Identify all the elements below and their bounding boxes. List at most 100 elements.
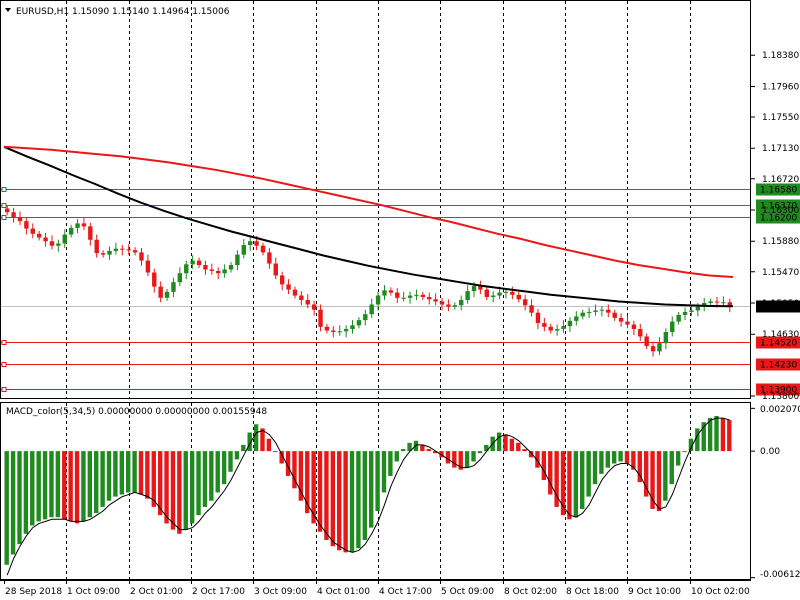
candle-body	[318, 309, 323, 327]
candle-body	[94, 239, 99, 254]
candle-body	[75, 223, 80, 228]
level-price-tag	[756, 336, 800, 349]
macd-bar	[688, 438, 694, 452]
macd-bar	[273, 451, 278, 453]
price-tick-label: 1.15470	[762, 268, 799, 278]
macd-bar	[311, 451, 316, 524]
macd-bar	[55, 451, 61, 518]
macd-bar	[477, 451, 483, 454]
symbol-header[interactable]: EURUSD,H1 1.15090 1.15140 1.14964 1.1500…	[5, 7, 230, 17]
macd-bar	[707, 418, 713, 452]
level-price-label: 1.14520	[760, 339, 797, 349]
level-price-tag	[756, 383, 800, 396]
macd-bar	[509, 438, 515, 452]
level-anchor	[1, 215, 7, 220]
macd-bar	[663, 451, 668, 501]
macd-bar	[292, 451, 297, 489]
candle-body	[203, 265, 208, 270]
candle-body	[56, 243, 61, 246]
candle-body	[30, 228, 35, 234]
macd-bar	[279, 451, 284, 464]
candle-body	[407, 295, 413, 298]
candle-body	[68, 227, 74, 235]
candle-body	[369, 304, 374, 315]
candle-body	[580, 312, 585, 317]
candle-body	[593, 310, 598, 312]
macd-bar	[177, 451, 182, 534]
macd-histogram	[4, 415, 732, 565]
symbol-header-text: EURUSD,H1 1.15090 1.15140 1.14964 1.1500…	[16, 7, 230, 17]
macd-bar	[87, 451, 93, 518]
candle-body	[625, 321, 630, 325]
level-price-label: 1.14230	[760, 361, 797, 371]
price-tick-label: 1.17130	[762, 144, 799, 154]
candle-body	[618, 317, 624, 322]
candle-body	[152, 272, 157, 287]
candle-body	[235, 254, 240, 266]
candle-body	[216, 271, 221, 274]
macd-bar	[484, 444, 489, 452]
macd-bar	[701, 422, 706, 452]
macd-axis: 0.002070 0.00 -0.006125	[751, 405, 800, 580]
macd-bar	[106, 451, 112, 501]
time-tick-label: 5 Oct 09:00	[441, 587, 494, 597]
macd-bar	[445, 451, 451, 464]
macd-bar	[138, 451, 144, 495]
candle-body	[388, 290, 394, 293]
macd-bar	[170, 451, 176, 530]
candle-body	[228, 265, 234, 270]
candle-body	[363, 314, 368, 321]
candle-body	[708, 301, 713, 303]
time-tick-label: 1 Oct 09:00	[67, 587, 120, 597]
macd-bar	[605, 451, 610, 468]
macd-bar	[183, 451, 188, 530]
candle-body	[491, 295, 496, 298]
time-tick-label: 3 Oct 09:00	[254, 587, 307, 597]
macd-signal-line	[6, 417, 730, 576]
macd-bar	[228, 451, 233, 472]
macd-bar	[535, 451, 540, 468]
candlestick-series	[5, 205, 732, 357]
time-tick-label: 10 Oct 02:00	[691, 587, 750, 597]
macd-bar	[432, 451, 438, 454]
candle-body	[49, 241, 55, 246]
time-axis: 28 Sep 2018 1 Oct 09:00 2 Oct 01:00 2 Oct 1…	[4, 580, 750, 597]
current-price-tag	[756, 300, 800, 313]
macd-bar	[599, 451, 604, 474]
candle-body	[606, 309, 611, 313]
candle-body	[439, 301, 445, 305]
macd-tick-label: -0.006125	[760, 570, 800, 580]
macd-bar	[305, 451, 310, 514]
time-tick-label: 28 Sep 2018	[5, 587, 62, 597]
candle-body	[433, 299, 438, 302]
moving-averages	[3, 145, 734, 308]
candle-body	[324, 326, 330, 331]
macd-bar	[369, 451, 374, 528]
price-tick-label: 1.15880	[762, 237, 799, 247]
macd-tick-label: 0.00	[760, 447, 780, 457]
macd-bar	[541, 451, 547, 481]
macd-tick-label: 0.002070	[760, 405, 800, 415]
macd-bar	[528, 451, 534, 458]
candle-body	[337, 331, 342, 333]
price-levels: 1.16580 1.16370 1.16200 1.14520 1.14230 1.139…	[1, 183, 800, 396]
candle-body	[516, 294, 521, 300]
macd-bar	[324, 451, 329, 540]
macd-bar	[260, 428, 265, 452]
macd-bar	[388, 451, 393, 476]
macd-bar	[567, 451, 572, 520]
candle-body	[241, 244, 246, 255]
price-axis: 1.18380 1.17960 1.17550 1.17130 1.16720 1.163…	[751, 51, 799, 402]
candle-body	[548, 326, 553, 331]
price-tick-label: 1.16300	[762, 206, 799, 216]
candle-body	[631, 324, 637, 330]
candle-body	[695, 306, 701, 311]
macd-bar	[145, 451, 150, 499]
candle-body	[644, 336, 649, 347]
macd-bar	[618, 451, 623, 462]
triangle-down-icon[interactable]	[5, 8, 11, 12]
candle-body	[11, 212, 16, 218]
candle-body	[267, 252, 272, 264]
level-anchor	[1, 187, 7, 192]
